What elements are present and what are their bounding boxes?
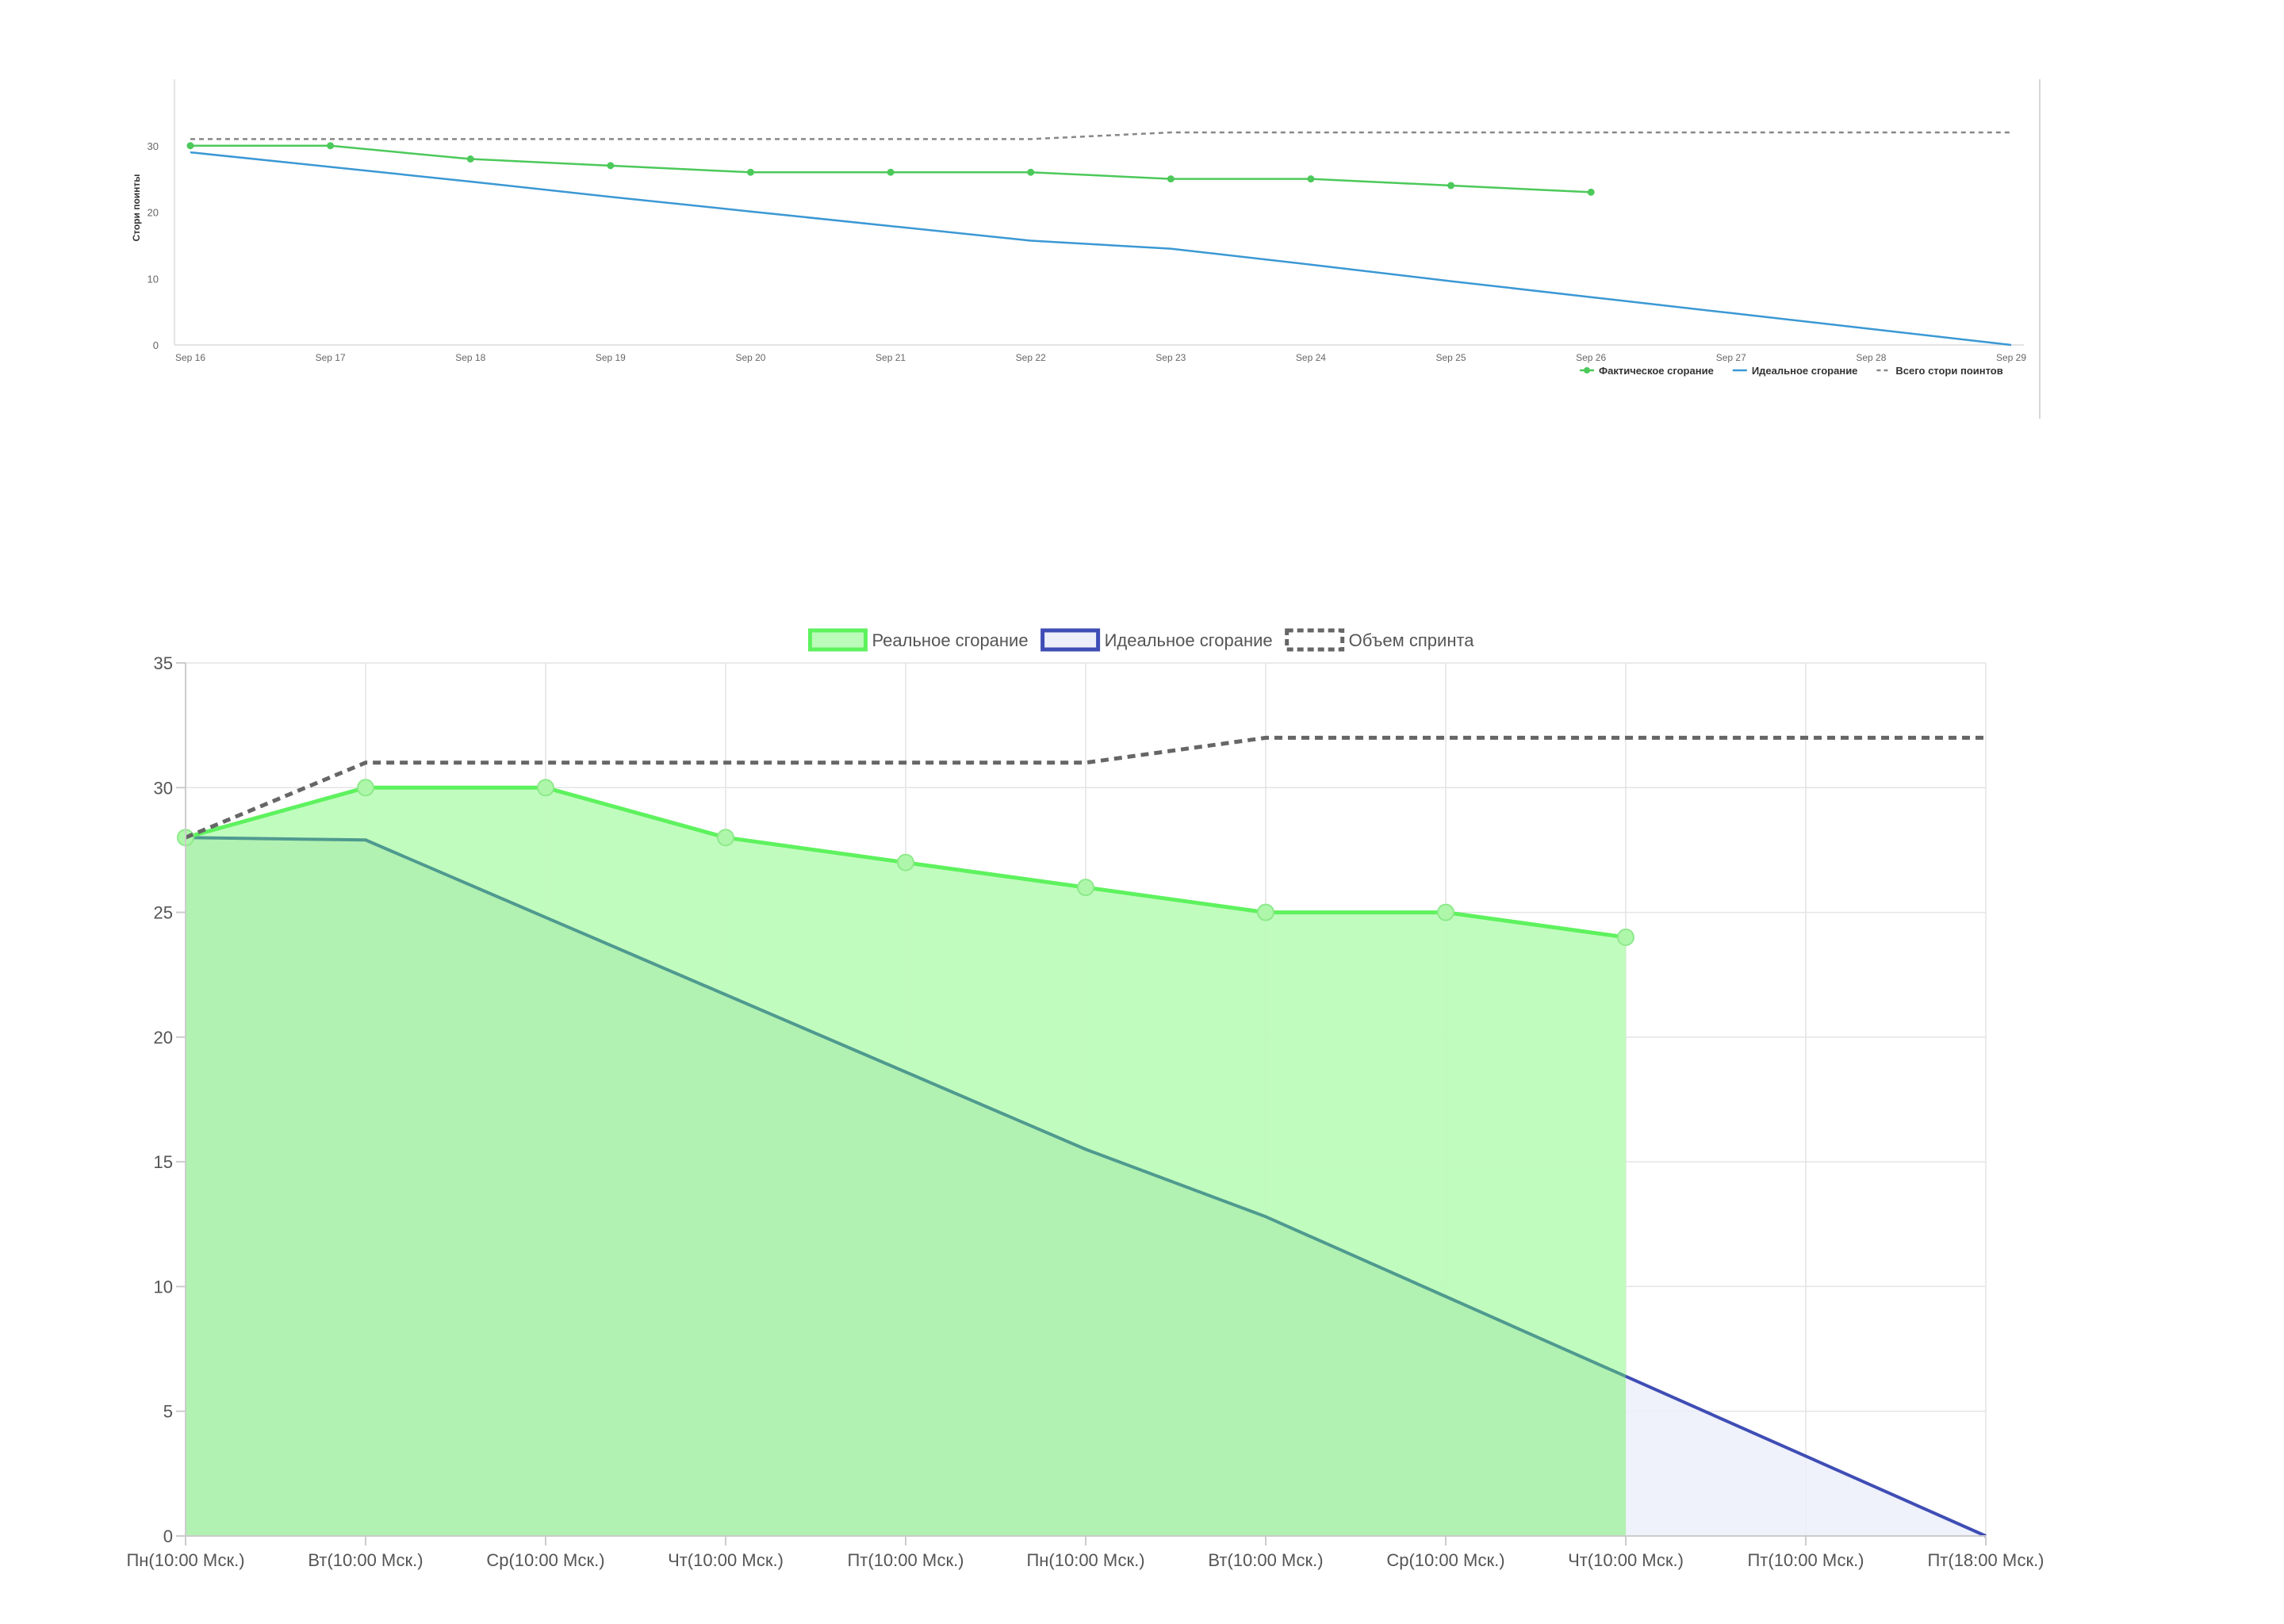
legend-swatch bbox=[807, 628, 868, 652]
y-tick-label: 15 bbox=[154, 1152, 173, 1172]
x-tick-label: Sep 16 bbox=[175, 352, 205, 363]
x-tick-label: Sep 19 bbox=[596, 352, 626, 363]
data-point bbox=[537, 779, 554, 797]
x-tick-label: Sep 24 bbox=[1296, 352, 1326, 363]
data-point bbox=[1077, 879, 1094, 897]
legend: Реальное сгорание Идеальное сгорание Объем… bbox=[807, 628, 1475, 652]
y-axis-label: Стори поинты bbox=[131, 174, 142, 241]
y-tick-label: 0 bbox=[153, 339, 159, 351]
data-point bbox=[1587, 188, 1595, 196]
legend-label: Фактическое сгорание bbox=[1599, 365, 1714, 377]
data-point bbox=[327, 142, 335, 150]
x-tick-label: Пт(10:00 Мск.) bbox=[847, 1550, 964, 1570]
x-tick-label: Ср(10:00 Мск.) bbox=[1386, 1550, 1504, 1570]
data-point bbox=[186, 142, 194, 150]
legend-label: Идеальное сгорание bbox=[1752, 365, 1858, 377]
x-tick-label: Sep 20 bbox=[735, 352, 765, 363]
data-point bbox=[1307, 175, 1315, 183]
x-tick-label: Sep 27 bbox=[1716, 352, 1746, 363]
data-point bbox=[607, 162, 615, 170]
y-tick-label: 30 bbox=[148, 140, 159, 152]
x-tick-label: Пн(10:00 Мск.) bbox=[126, 1550, 244, 1570]
x-tick-label: Sep 18 bbox=[455, 352, 485, 363]
series-line-3 bbox=[190, 131, 2011, 140]
y-tick-label: 10 bbox=[148, 273, 159, 285]
legend-label: Объем спринта bbox=[1349, 630, 1475, 650]
y-tick-label: 10 bbox=[154, 1277, 173, 1297]
legend-label: Реальное сгорание bbox=[872, 630, 1028, 650]
x-tick-label: Вт(10:00 Мск.) bbox=[1208, 1550, 1323, 1570]
burndown-chart-top: 0 10 20 30 Стори поинты Sep 16 Sep 17 Sep 18 Sep… bbox=[131, 79, 2041, 419]
legend-item: Идеальное сгорание bbox=[1040, 628, 1273, 652]
x-tick-label: Чт(10:00 Мск.) bbox=[668, 1550, 784, 1570]
y-tick-label: 5 bbox=[163, 1402, 173, 1422]
data-point bbox=[717, 829, 734, 847]
y-tick-label: 35 bbox=[154, 653, 173, 673]
y-tick-label: 30 bbox=[154, 778, 173, 798]
legend-item: Идеальное сгорание bbox=[1732, 365, 1858, 377]
y-tick-label: 20 bbox=[154, 1028, 173, 1048]
legend-item: Всего стори поинтов bbox=[1876, 365, 2003, 377]
legend-label: Идеальное сгорание bbox=[1105, 630, 1273, 650]
data-point bbox=[1257, 903, 1274, 921]
x-tick-label: Пн(10:00 Мск.) bbox=[1026, 1550, 1144, 1570]
data-point bbox=[466, 155, 474, 163]
series-line-2 bbox=[190, 151, 2012, 347]
legend: Фактическое сгорание Идеальное сгорание Вс… bbox=[1580, 365, 2003, 377]
data-point bbox=[897, 853, 914, 871]
x-tick-label: Sep 23 bbox=[1155, 352, 1186, 363]
legend-item: Реальное сгорание bbox=[807, 628, 1029, 652]
y-tick-label: 0 bbox=[163, 1526, 173, 1546]
sprint-scope-line bbox=[185, 735, 1986, 840]
data-point bbox=[1437, 903, 1454, 921]
y-tick-label: 20 bbox=[148, 207, 159, 219]
legend-label: Всего стори поинтов bbox=[1895, 365, 2002, 377]
x-tick-label: Пт(10:00 Мск.) bbox=[1747, 1550, 1864, 1570]
x-tick-label: Sep 21 bbox=[876, 352, 906, 363]
legend-swatch bbox=[1040, 628, 1101, 652]
x-tick-label: Sep 29 bbox=[1996, 352, 2026, 363]
legend-item: Фактическое сгорание bbox=[1580, 365, 1714, 377]
ideal-line-overlap bbox=[185, 836, 1627, 1378]
data-point bbox=[357, 779, 374, 797]
x-tick-label: Чт(10:00 Мск.) bbox=[1568, 1550, 1684, 1570]
ideal-line bbox=[1625, 1374, 1987, 1538]
legend-item: Объем спринта bbox=[1285, 628, 1475, 652]
data-point bbox=[1167, 175, 1175, 183]
data-point bbox=[1027, 168, 1035, 176]
data-point bbox=[1447, 182, 1455, 190]
legend-marker bbox=[1584, 367, 1590, 373]
x-tick-label: Вт(10:00 Мск.) bbox=[308, 1550, 423, 1570]
legend-swatch bbox=[1285, 628, 1345, 652]
data-point bbox=[887, 168, 895, 176]
x-tick-label: Sep 22 bbox=[1016, 352, 1046, 363]
x-tick-label: Ср(10:00 Мск.) bbox=[486, 1550, 604, 1570]
x-tick-label: Sep 25 bbox=[1436, 352, 1466, 363]
overlap-area bbox=[186, 837, 1626, 1536]
data-point bbox=[1617, 929, 1634, 947]
y-tick-label: 25 bbox=[154, 903, 173, 923]
data-point bbox=[746, 168, 754, 176]
x-tick-label: Sep 17 bbox=[316, 352, 346, 363]
x-tick-label: Пт(18:00 Мск.) bbox=[1927, 1550, 2044, 1570]
x-tick-label: Sep 28 bbox=[1856, 352, 1886, 363]
x-tick-label: Sep 26 bbox=[1576, 352, 1606, 363]
